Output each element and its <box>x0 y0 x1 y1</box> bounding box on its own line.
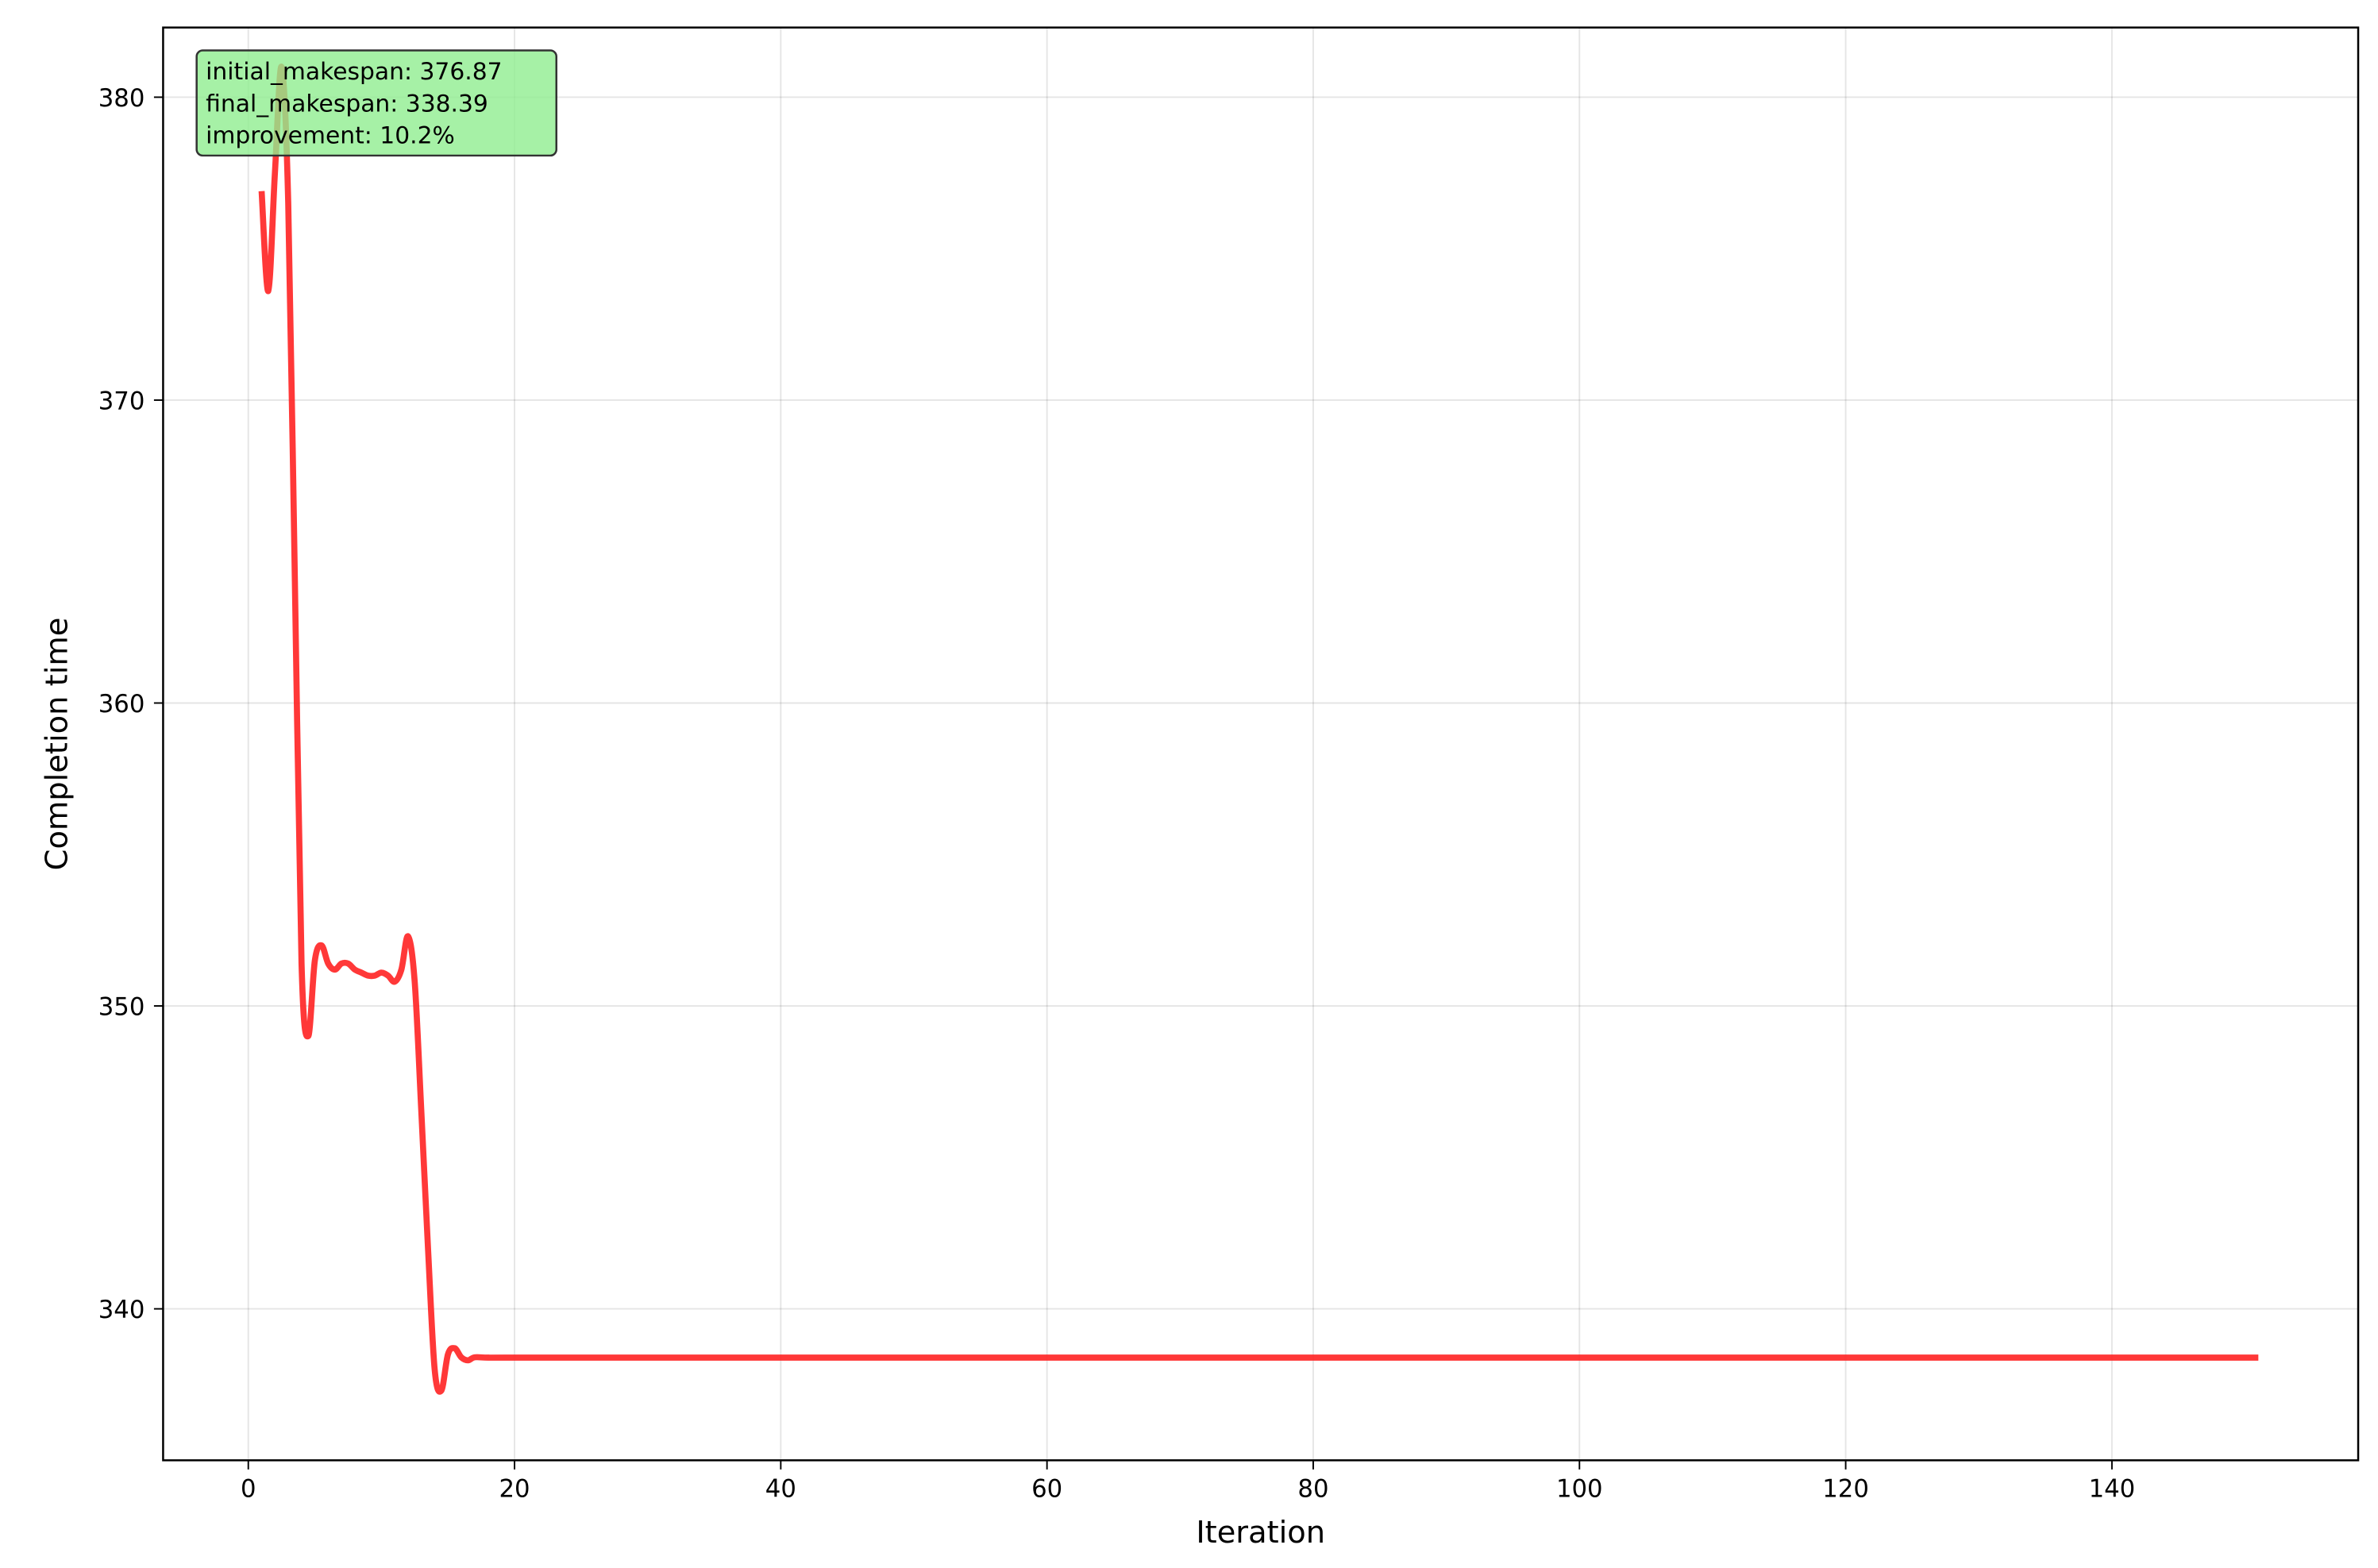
series-line <box>258 64 2259 1395</box>
annotation-initial-makespan: initial_makespan: 376.87 <box>206 58 502 86</box>
x-tick-label: 120 <box>1822 1474 1869 1503</box>
y-tick-label: 370 <box>98 387 145 415</box>
x-tick-label: 60 <box>1031 1474 1062 1503</box>
y-tick-label: 350 <box>98 993 145 1022</box>
series-line-group <box>258 64 2259 1395</box>
x-tick-label: 100 <box>1556 1474 1603 1503</box>
x-axis-ticks: 0 20 40 60 80 100 120 140 <box>241 1460 2135 1503</box>
y-tick-label: 360 <box>98 690 145 719</box>
x-tick-label: 40 <box>765 1474 796 1503</box>
grid <box>163 27 2359 1461</box>
x-tick-label: 0 <box>241 1474 256 1503</box>
annotation-final-makespan: final_makespan: 338.39 <box>206 90 488 118</box>
x-tick-label: 20 <box>499 1474 530 1503</box>
y-axis-label: Completion time <box>39 618 75 871</box>
annotation-background <box>195 49 558 157</box>
y-tick-label: 380 <box>98 84 145 113</box>
x-tick-label: 80 <box>1297 1474 1328 1503</box>
x-tick-label: 140 <box>2089 1474 2136 1503</box>
annotation-improvement: improvement: 10.2% <box>206 122 455 150</box>
annotation-box: initial_makespan: 376.87 final_makespan:… <box>195 49 558 157</box>
x-axis-label: Iteration <box>1196 1515 1325 1551</box>
y-tick-label: 340 <box>98 1296 145 1324</box>
y-axis-ticks: 340 350 360 370 380 <box>98 84 164 1324</box>
axes-frame <box>162 26 2360 1462</box>
